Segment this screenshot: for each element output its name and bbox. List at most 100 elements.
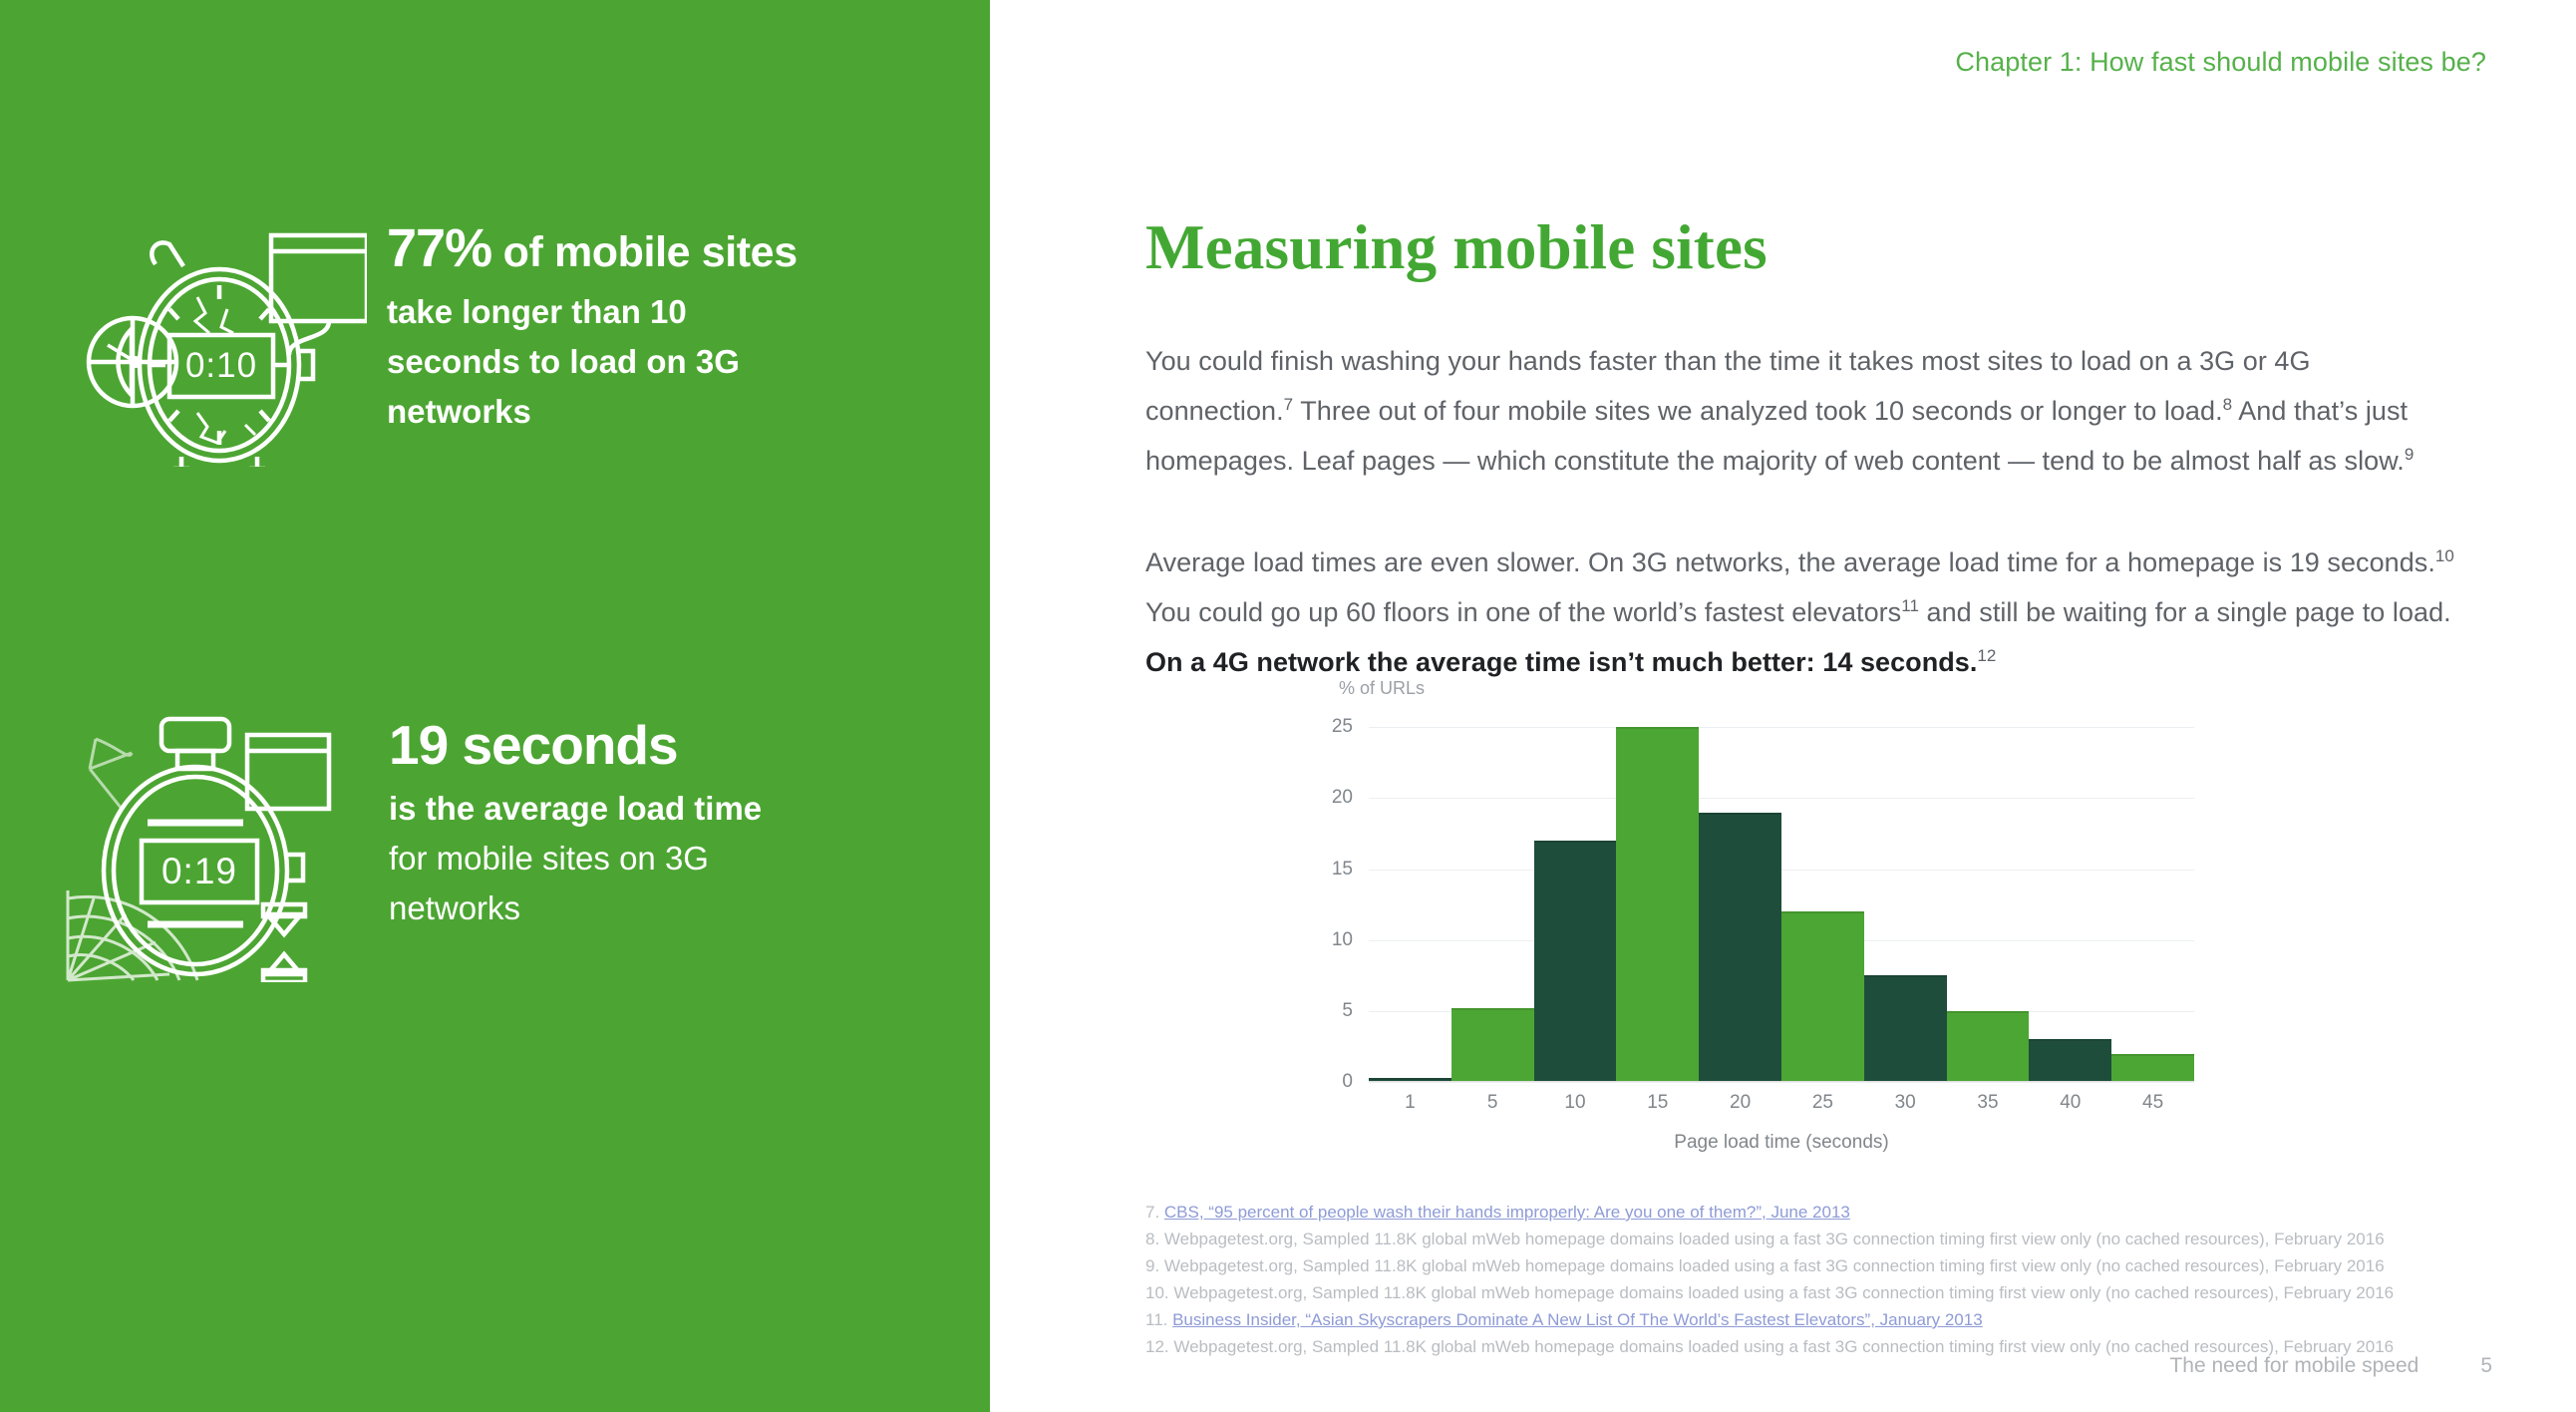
chart-gridline: 25 <box>1332 716 2194 737</box>
stat-sub-1: take longer than 10 seconds to load on 3… <box>387 292 740 431</box>
footnote-ref-11[interactable]: 11 <box>1901 596 1919 615</box>
chart-y-tick-label: 0 <box>1342 1071 1353 1092</box>
chart-bar <box>1946 713 2030 1082</box>
footnote-ref-9[interactable]: 9 <box>2404 445 2415 464</box>
footnote-item: 12. Webpagetest.org, Sampled 11.8K globa… <box>1145 1333 2461 1360</box>
footnote-number: 8. <box>1145 1230 1164 1248</box>
cobweb-alarm-clock-icon: 0:19 <box>60 713 369 987</box>
chart-bar-fill <box>2111 1053 2194 1082</box>
page-load-time-bar-chart: % of URLs 0 5 10 15 20 25 1 5 10 15 20 25 30 35 40 45 … <box>1279 678 2276 1153</box>
clock-display-value-2: 0:19 <box>161 851 237 891</box>
chart-gridline: 15 <box>1332 859 2194 880</box>
footnote-text[interactable]: CBS, “95 percent of people wash their ha… <box>1163 1203 1850 1222</box>
chart-x-tick-label: 20 <box>1730 1092 1752 1113</box>
chart-x-tick-label: 5 <box>1486 1092 1498 1113</box>
footnotes-list: 7. CBS, “95 percent of people wash their… <box>1145 1199 2461 1360</box>
chart-x-axis-label: Page load time (seconds) <box>1674 1132 1889 1153</box>
chart-bar <box>1863 713 1947 1082</box>
footnote-ref-10[interactable]: 10 <box>2434 546 2454 565</box>
footnote-text: Webpagetest.org, Sampled 11.8K global mW… <box>1163 1256 2385 1275</box>
chart-x-axis-line <box>1369 1081 2194 1082</box>
footnote-number: 10. <box>1145 1283 1174 1302</box>
chart-bar <box>2029 713 2112 1082</box>
para2-seg-c: and still be waiting for a single page t… <box>1918 597 2451 627</box>
chart-bar <box>1450 713 1534 1082</box>
chart-x-tick-label: 40 <box>2060 1092 2082 1113</box>
chart-gridline: 0 <box>1342 1071 2194 1092</box>
chart-gridline: 20 <box>1332 787 2194 808</box>
footnote-ref-12[interactable]: 12 <box>1977 646 1997 665</box>
footnote-ref-7[interactable]: 7 <box>1283 395 1294 414</box>
stat-block-77-percent: 0:10 77% of mobile sites take longer tha… <box>78 217 798 472</box>
cracked-alarm-clock-icon: 0:10 <box>78 217 370 472</box>
footer-page-number: 5 <box>2480 1354 2492 1377</box>
chart-x-tick-label: 10 <box>1564 1092 1586 1113</box>
left-stat-panel: 0:10 77% of mobile sites take longer tha… <box>0 0 990 1412</box>
footnote-ref-8[interactable]: 8 <box>2222 395 2233 414</box>
chart-bar <box>1369 713 1451 1082</box>
stat-block-19-seconds: 0:19 19 seconds is the average load time… <box>60 713 788 987</box>
para2-seg-b: You could go up 60 floors in one of the … <box>1145 597 1902 627</box>
chart-bar-fill <box>2029 1039 2112 1082</box>
para1-seg-c: And that’s just homepages. Leaf pages — … <box>1145 396 2409 476</box>
chart-bar-fill <box>1616 727 1700 1082</box>
footnote-number: 9. <box>1145 1256 1164 1275</box>
chart-y-axis-label: % of URLs <box>1339 678 1426 698</box>
footnote-text: Webpagetest.org, Sampled 11.8K global mW… <box>1173 1337 2395 1356</box>
chart-bars <box>1369 713 2194 1082</box>
footnote-item: 9. Webpagetest.org, Sampled 11.8K global… <box>1145 1252 2461 1279</box>
stat-text-1: 77% of mobile sites take longer than 10 … <box>387 217 798 437</box>
chart-y-tick-label: 20 <box>1331 787 1353 809</box>
footer-document-title: The need for mobile speed <box>2169 1354 2419 1377</box>
chart-bar-fill <box>1699 812 1781 1082</box>
page-footer: The need for mobile speed 5 <box>2169 1354 2492 1378</box>
chart-bar <box>2111 713 2194 1082</box>
stat-headline-rest-1: of mobile sites <box>491 228 798 276</box>
body-paragraph-2: Average load times are even slower. On 3… <box>1145 537 2459 687</box>
footnote-number: 12. <box>1145 1337 1174 1356</box>
footnote-item: 10. Webpagetest.org, Sampled 11.8K globa… <box>1145 1279 2461 1306</box>
footnote-item: 8. Webpagetest.org, Sampled 11.8K global… <box>1145 1226 2461 1252</box>
chart-plot-area: 0 5 10 15 20 25 <box>1332 713 2194 1092</box>
stat-sub-2: for mobile sites on 3G networks <box>389 840 709 927</box>
chart-bar-fill <box>1946 1010 2030 1082</box>
footnote-text: Webpagetest.org, Sampled 11.8K global mW… <box>1163 1230 2385 1248</box>
chart-bar-fill <box>1533 841 1617 1082</box>
para1-seg-a: You could finish washing your hands fast… <box>1145 346 2311 426</box>
chart-bar-fill <box>1780 911 1864 1082</box>
chart-bar <box>1699 713 1781 1082</box>
chart-bar-fill <box>1369 1077 1451 1082</box>
chart-bar-fill <box>1863 975 1947 1082</box>
chart-x-tick-labels: 1 5 10 15 20 25 30 35 40 45 <box>1369 1092 2194 1114</box>
body-paragraph-1: You could finish washing your hands fast… <box>1145 336 2459 486</box>
stat-text-2: 19 seconds is the average load time for … <box>389 713 788 933</box>
chart-x-tick-label: 35 <box>1977 1092 1999 1113</box>
chart-x-tick-label: 1 <box>1405 1092 1416 1113</box>
stat-big-number-2: 19 seconds <box>389 714 679 776</box>
chart-y-tick-label: 5 <box>1342 999 1353 1021</box>
footnote-number: 7. <box>1145 1203 1164 1222</box>
footnote-link-item[interactable]: 7. CBS, “95 percent of people wash their… <box>1145 1199 2461 1226</box>
chart-bar <box>1780 713 1864 1082</box>
chart-x-tick-label: 30 <box>1894 1092 1916 1113</box>
footnote-text: Webpagetest.org, Sampled 11.8K global mW… <box>1173 1283 2395 1302</box>
footnote-number: 11. <box>1145 1310 1173 1329</box>
stat-headline-2: 19 seconds <box>389 713 788 778</box>
document-page: Chapter 1: How fast should mobile sites … <box>990 0 2576 1412</box>
stat-sub-2-lead: is the average load time <box>389 789 763 827</box>
chart-y-tick-label: 15 <box>1331 858 1353 880</box>
chart-bar <box>1533 713 1617 1082</box>
para1-seg-b: Three out of four mobile sites we analyz… <box>1293 396 2223 426</box>
chart-y-tick-label: 25 <box>1331 716 1353 738</box>
chart-x-tick-label: 25 <box>1811 1092 1833 1113</box>
footnote-link-item[interactable]: 11. Business Insider, “Asian Skyscrapers… <box>1145 1306 2461 1333</box>
chapter-header: Chapter 1: How fast should mobile sites … <box>1955 47 2486 77</box>
stat-big-number-1: 77% <box>387 218 492 278</box>
clock-display-value-1: 0:10 <box>184 346 258 385</box>
stat-headline-1: 77% of mobile sites <box>387 217 798 281</box>
footnote-text[interactable]: Business Insider, “Asian Skyscrapers Dom… <box>1172 1310 1983 1329</box>
chart-y-tick-label: 10 <box>1331 928 1353 950</box>
chart-bar-fill <box>1450 1008 1534 1082</box>
chart-x-tick-label: 45 <box>2142 1092 2164 1113</box>
page-title: Measuring mobile sites <box>1145 212 1768 283</box>
